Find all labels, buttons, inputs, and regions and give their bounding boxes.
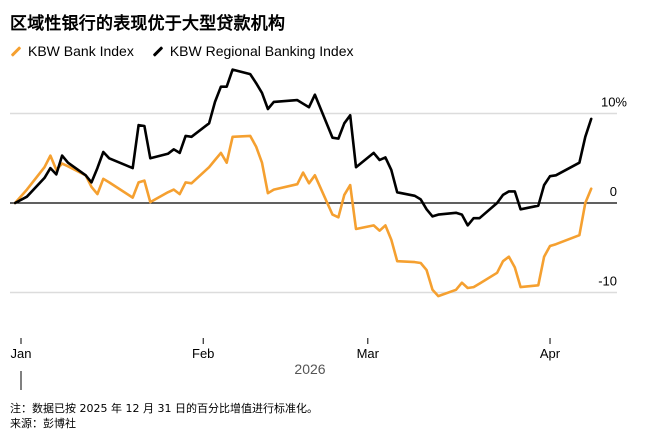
y-tick-label: 10% [601,95,627,110]
series-line-kbw-regional [13,68,593,227]
x-tick-label: Feb [192,346,214,361]
legend-item-regional: KBW Regional Banking Index [152,43,354,59]
legend-label-bank: KBW Bank Index [28,43,134,59]
legend-item-bank: KBW Bank Index [10,43,134,59]
chart-title: 区域性银行的表现优于大型贷款机构 [10,14,286,34]
x-tick-label: Jan [11,346,32,361]
x-tick-label: Apr [540,346,561,361]
y-tick-label: 0 [610,184,617,199]
series-line-kbw-bank [13,134,593,298]
y-tick-label: -10 [598,274,617,289]
footnote: 注：数据已按 2025 年 12 月 31 日的百分比增值进行标准化。 [10,402,318,415]
x-axis-year-label: 2026 [294,361,325,377]
x-tick-label: Mar [357,346,380,361]
source-note: 来源：彭博社 [10,417,76,430]
legend-label-regional: KBW Regional Banking Index [169,43,354,59]
legend: KBW Bank Index KBW Regional Banking Inde… [10,43,354,59]
